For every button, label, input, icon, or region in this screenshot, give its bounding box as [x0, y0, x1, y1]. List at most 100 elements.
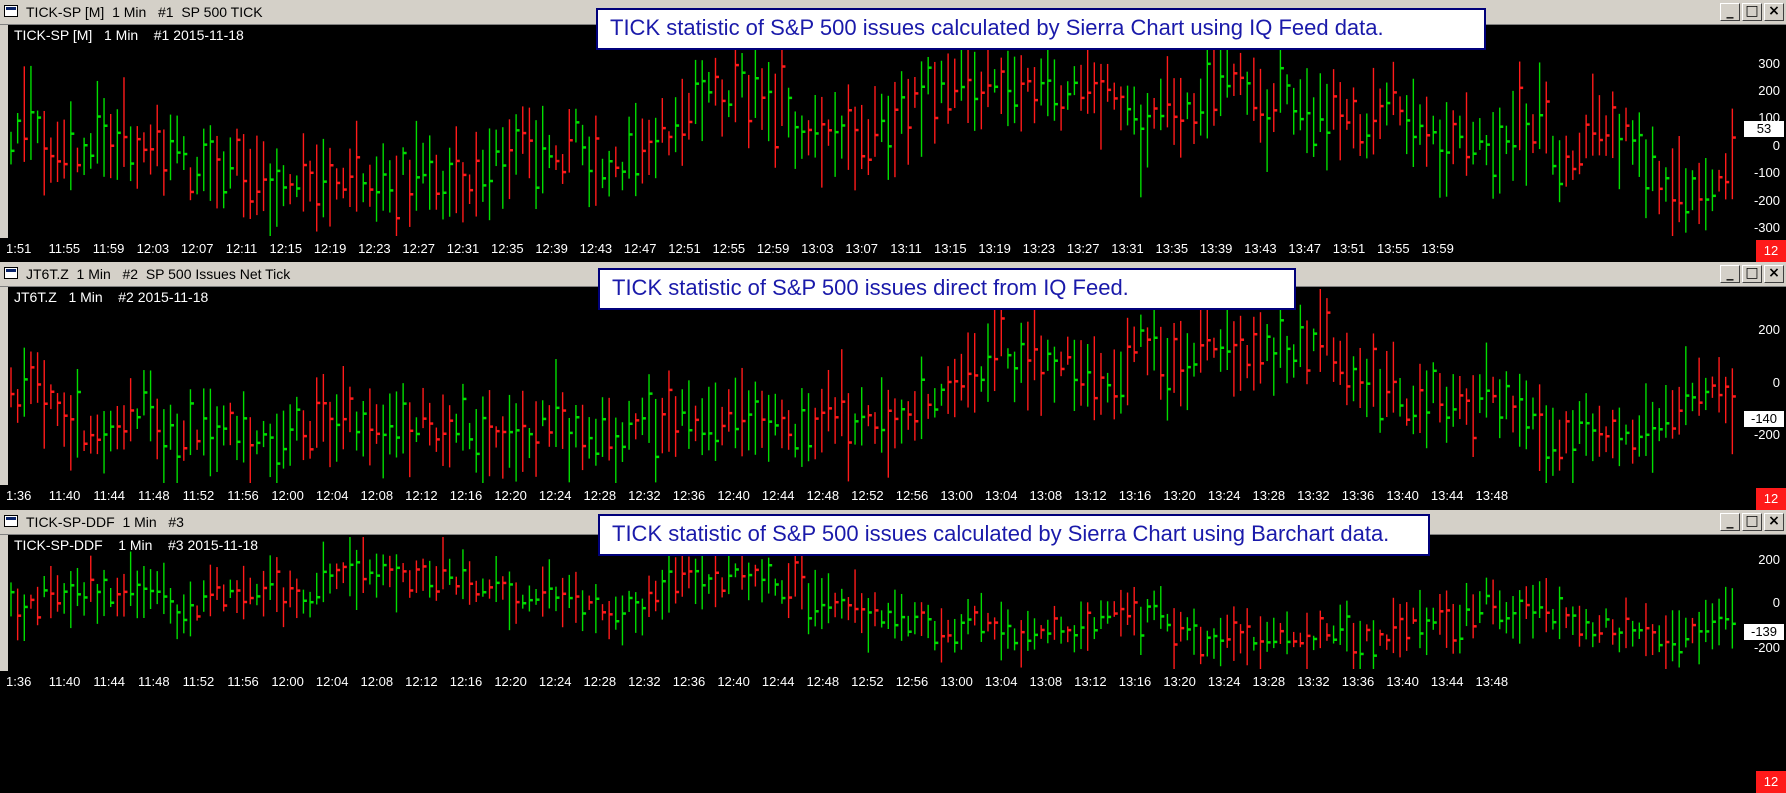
x-tick-label: 12:24 — [538, 674, 572, 689]
x-tick-label: 12:32 — [628, 488, 661, 503]
annotation-box[interactable]: TICK statistic of S&P 500 issues calcula… — [596, 8, 1486, 50]
x-axis[interactable]: 1:36 11:40 11:44 11:48 11:52 11:56 12:00 12:04 1… — [0, 485, 1786, 510]
window-icon[interactable] — [4, 5, 18, 17]
y-tick-label: 0 — [1772, 375, 1780, 390]
x-tick-label: 12:56 — [895, 674, 929, 689]
x-tick-label: 12:00 — [271, 674, 304, 689]
x-tick-label: 12:00 — [271, 488, 304, 503]
x-tick-label: 12:12 — [405, 674, 438, 689]
x-tick-label: 13:51 — [1332, 241, 1366, 256]
x-tick-label: 12:31 — [446, 241, 480, 256]
x-tick-label: 13:40 — [1386, 674, 1419, 689]
x-tick-label: 12:15 — [269, 241, 303, 256]
x-tick-label: 13:32 — [1297, 674, 1330, 689]
x-tick-label: 12:52 — [851, 674, 884, 689]
y-tick-label: -200 — [1753, 193, 1780, 208]
x-tick-label: 13:23 — [1022, 241, 1056, 256]
x-tick-label: 13:07 — [845, 241, 878, 256]
x-tick-label: 13:00 — [940, 488, 973, 503]
x-tick-label: 13:47 — [1288, 241, 1321, 256]
last-value-label: 53 — [1744, 121, 1784, 137]
annotation-box[interactable]: TICK statistic of S&P 500 issues direct … — [598, 268, 1296, 310]
y-tick-label: 0 — [1772, 138, 1780, 153]
x-tick-label: 12:43 — [579, 241, 613, 256]
minimize-button[interactable]: _ — [1720, 513, 1740, 531]
y-axis[interactable]: 300 200 100 0 -100 -200 -300 53 — [1740, 25, 1786, 238]
close-button[interactable]: × — [1764, 265, 1784, 283]
minimize-button[interactable]: _ — [1720, 265, 1740, 283]
window-title: TICK-SP [M] 1 Min #1 SP 500 TICK — [26, 4, 263, 20]
x-tick-label: 12:51 — [668, 241, 701, 256]
y-axis[interactable]: 200 0 -200 -140 — [1740, 287, 1786, 485]
x-tick-label: 13:11 — [890, 241, 922, 256]
x-tick-label: 13:48 — [1475, 674, 1509, 689]
bar-counter: 12 — [1756, 240, 1786, 262]
x-tick-label: 13:04 — [984, 488, 1018, 503]
window-title: TICK-SP-DDF 1 Min #3 — [26, 514, 184, 530]
x-tick-label: 12:48 — [806, 488, 840, 503]
x-tick-label: 12:44 — [761, 674, 795, 689]
last-value-label: -139 — [1744, 624, 1784, 640]
tick-bars — [10, 537, 1736, 669]
chart-window-1: TICK-SP [M] 1 Min #1 SP 500 TICK _ □ × T… — [0, 0, 1786, 262]
chart-plot-area[interactable]: JT6T.Z 1 Min #2 2015-11-18 — [8, 287, 1740, 485]
window-title: JT6T.Z 1 Min #2 SP 500 Issues Net Tick — [26, 266, 291, 282]
x-tick-label: 12:56 — [895, 488, 929, 503]
x-tick-label: 12:55 — [712, 241, 746, 256]
x-tick-label: 11:55 — [48, 241, 81, 256]
chart-label: TICK-SP-DDF 1 Min #3 2015-11-18 — [14, 537, 259, 553]
x-tick-label: 13:08 — [1029, 674, 1063, 689]
x-tick-label: 13:16 — [1118, 488, 1152, 503]
x-tick-label: 12:52 — [851, 488, 884, 503]
x-tick-label: 13:48 — [1475, 488, 1509, 503]
annotation-box[interactable]: TICK statistic of S&P 500 issues calcula… — [598, 514, 1430, 556]
window-icon[interactable] — [4, 515, 18, 527]
x-tick-label: 12:08 — [360, 674, 394, 689]
x-tick-label: 12:47 — [623, 241, 657, 256]
y-axis[interactable]: 200 0 -200 -139 — [1740, 535, 1786, 671]
x-tick-label: 13:16 — [1118, 674, 1152, 689]
x-tick-label: 12:27 — [402, 241, 435, 256]
x-tick-label: 13:39 — [1199, 241, 1233, 256]
close-button[interactable]: × — [1764, 513, 1784, 531]
x-tick-label: 13:35 — [1155, 241, 1189, 256]
x-tick-label: 1:36 — [6, 674, 32, 689]
maximize-button[interactable]: □ — [1742, 513, 1762, 531]
close-button[interactable]: × — [1764, 3, 1784, 21]
x-tick-label: 13:08 — [1029, 488, 1063, 503]
x-axis[interactable]: 1:51 11:55 11:59 12:03 12:07 12:11 12:15 12:19 1… — [0, 238, 1786, 262]
x-tick-label: 11:44 — [93, 488, 125, 503]
chart-window-2: JT6T.Z 1 Min #2 SP 500 Issues Net Tick _… — [0, 262, 1786, 510]
x-tick-label: 13:28 — [1252, 488, 1286, 503]
x-tick-label: 12:44 — [761, 488, 795, 503]
maximize-button[interactable]: □ — [1742, 3, 1762, 21]
chart-plot-area[interactable]: TICK-SP [M] 1 Min #1 2015-11-18 — [8, 25, 1740, 238]
x-tick-label: 13:04 — [984, 674, 1018, 689]
chart-plot-area[interactable]: TICK-SP-DDF 1 Min #3 2015-11-18 — [8, 535, 1740, 671]
x-tick-label: 12:04 — [315, 488, 349, 503]
x-tick-label: 12:36 — [672, 488, 706, 503]
x-tick-label: 11:40 — [48, 488, 81, 503]
x-tick-label: 11:59 — [92, 241, 125, 256]
x-tick-label: 13:00 — [940, 674, 973, 689]
y-tick-label: 200 — [1758, 322, 1780, 337]
x-tick-label: 12:36 — [672, 674, 706, 689]
x-tick-label: 12:24 — [538, 488, 572, 503]
x-tick-label: 12:39 — [535, 241, 568, 256]
x-tick-label: 12:23 — [358, 241, 391, 256]
x-axis[interactable]: 1:36 11:40 11:44 11:48 11:52 11:56 12:00 12:04 1… — [0, 671, 1786, 793]
x-tick-label: 12:20 — [494, 488, 527, 503]
y-tick-label: -300 — [1753, 220, 1780, 235]
x-tick-label: 12:11 — [225, 241, 258, 256]
x-tick-label: 13:31 — [1111, 241, 1144, 256]
x-tick-label: 13:36 — [1341, 488, 1375, 503]
window-icon[interactable] — [4, 267, 18, 279]
minimize-button[interactable]: _ — [1720, 3, 1740, 21]
x-tick-label: 1:51 — [6, 241, 32, 256]
x-tick-label: 12:08 — [360, 488, 394, 503]
maximize-button[interactable]: □ — [1742, 265, 1762, 283]
y-tick-label: 300 — [1758, 56, 1780, 71]
x-tick-label: 12:40 — [717, 674, 750, 689]
bar-counter: 12 — [1756, 771, 1786, 793]
x-tick-label: 12:04 — [315, 674, 349, 689]
